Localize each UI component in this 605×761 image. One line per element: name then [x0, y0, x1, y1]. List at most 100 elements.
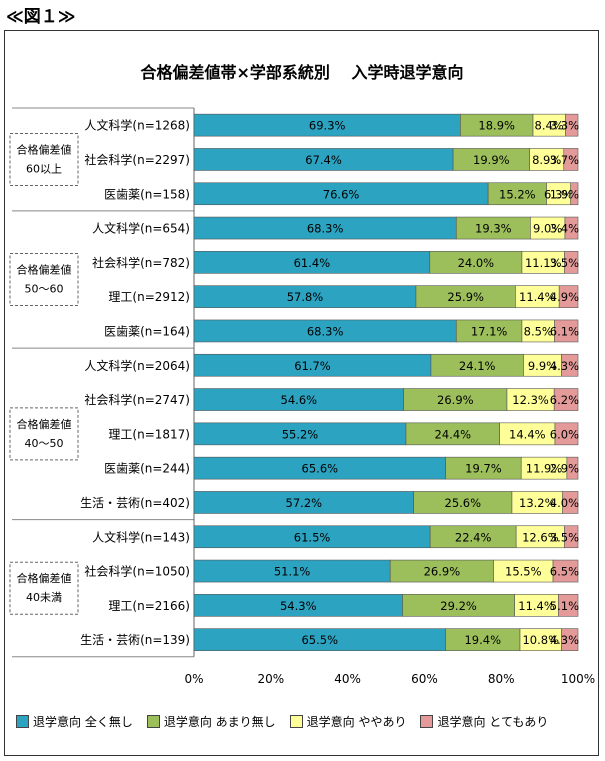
data-label: 25.6%: [445, 496, 482, 510]
data-label: 6.5%: [550, 565, 579, 579]
data-label: 13.2%: [519, 496, 556, 510]
data-label: 4.9%: [550, 290, 579, 304]
group-label-box: [9, 561, 79, 615]
data-label: 25.9%: [447, 290, 484, 304]
category-label: 理工(n=2166): [108, 599, 190, 613]
data-label: 54.6%: [281, 393, 318, 407]
category-label: 理工(n=2912): [108, 290, 190, 304]
category-label: 人文科学(n=2064): [84, 358, 190, 373]
x-tick-label: 100%: [561, 672, 595, 686]
data-label: 61.5%: [294, 530, 331, 544]
legend-item: 退学意向 ややあり: [289, 713, 407, 730]
bar-segment: [564, 251, 579, 274]
data-label: 10.8%: [522, 633, 559, 647]
data-label: 3.3%: [550, 119, 579, 133]
legend-swatch: [289, 715, 303, 728]
data-label: 18.9%: [478, 119, 515, 133]
data-label: 61.7%: [294, 359, 331, 373]
group-label-box: [9, 407, 79, 461]
x-tick-label: 0%: [184, 672, 203, 686]
data-label: 8.9%: [532, 153, 561, 167]
legend-item: 退学意向 とてもあり: [420, 713, 548, 730]
data-label: 19.4%: [464, 633, 501, 647]
data-label: 11.9%: [526, 462, 563, 476]
data-label: 14.4%: [509, 427, 546, 441]
data-label: 61.4%: [294, 256, 331, 270]
category-label: 生活・芸術(n=139): [80, 633, 190, 647]
data-label: 6.1%: [550, 324, 579, 338]
legend-label: 退学意向 全く無し: [33, 715, 133, 729]
data-label: 51.1%: [274, 565, 311, 579]
group-label: 60以上: [26, 162, 62, 175]
category-label: 医歯薬(n=158): [104, 187, 190, 201]
legend-label: 退学意向 あまり無し: [163, 715, 276, 729]
bar-segment: [566, 456, 579, 480]
data-label: 4.3%: [550, 359, 579, 373]
x-tick-label: 40%: [334, 672, 361, 686]
data-label: 57.2%: [286, 496, 323, 510]
data-label: 4.0%: [550, 496, 579, 510]
legend-swatch: [420, 715, 434, 728]
data-label: 11.4%: [518, 599, 555, 613]
bar-segment: [562, 491, 579, 514]
data-label: 19.7%: [465, 462, 502, 476]
legend-label: 退学意向 ややあり: [306, 715, 407, 729]
category-label: 社会科学(n=2297): [84, 152, 190, 167]
legend-swatch: [146, 715, 160, 728]
data-label: 6.2%: [550, 393, 579, 407]
bar-segment: [553, 388, 579, 411]
data-label: 54.3%: [280, 599, 317, 613]
bar-segment: [561, 353, 579, 377]
data-label: 8.4%: [535, 119, 564, 133]
data-label: 1.9%: [550, 187, 579, 201]
bar-segment: [564, 216, 579, 240]
group-label: 40未満: [26, 591, 62, 604]
data-label: 67.4%: [305, 153, 342, 167]
category-label: 理工(n=1817): [108, 427, 190, 441]
data-label: 57.8%: [287, 290, 324, 304]
group-label-box: [9, 253, 79, 306]
group-label: 40～50: [25, 437, 64, 450]
data-label: 24.0%: [458, 256, 495, 270]
legend-item: 退学意向 あまり無し: [146, 713, 276, 730]
data-label: 15.5%: [505, 565, 542, 579]
bar-segment: [561, 628, 579, 651]
bar-segment: [552, 559, 579, 583]
legend-label: 退学意向 とてもあり: [437, 715, 549, 729]
group-label: 合格偏差値: [17, 263, 72, 277]
bar-segment: [558, 285, 579, 308]
category-label: 社会科学(n=782): [92, 255, 190, 270]
data-label: 69.3%: [309, 119, 346, 133]
data-label: 9.9%: [528, 359, 557, 373]
bar-segment: [564, 525, 579, 549]
group-label: 50～60: [25, 283, 64, 296]
data-label: 3.5%: [550, 256, 579, 270]
data-label: 4.3%: [550, 633, 579, 647]
category-label: 医歯薬(n=164): [104, 324, 190, 338]
data-label: 15.2%: [499, 187, 536, 201]
data-label: 22.4%: [455, 530, 492, 544]
data-label: 68.3%: [307, 324, 344, 338]
bar-segment: [570, 182, 579, 206]
data-label: 76.6%: [323, 187, 360, 201]
data-label: 8.5%: [524, 324, 553, 338]
data-label: 5.1%: [550, 599, 579, 613]
legend-swatch: [16, 715, 29, 728]
group-label: 合格偏差値: [17, 417, 72, 431]
data-label: 65.5%: [301, 633, 338, 647]
data-label: 26.9%: [437, 393, 474, 407]
category-label: 人文科学(n=143): [92, 529, 190, 544]
chart-frame: [4, 30, 599, 756]
data-label: 24.1%: [459, 359, 496, 373]
data-label: 12.3%: [512, 393, 549, 407]
x-tick-label: 80%: [488, 672, 515, 686]
category-label: 医歯薬(n=244): [104, 462, 190, 476]
bar-segment: [554, 422, 579, 446]
data-label: 2.9%: [550, 462, 579, 476]
data-label: 11.4%: [519, 290, 556, 304]
legend-item: 退学意向 全く無し: [16, 713, 133, 730]
data-label: 19.3%: [475, 222, 512, 236]
data-label: 3.4%: [550, 222, 579, 236]
data-label: 9.0%: [533, 222, 562, 236]
